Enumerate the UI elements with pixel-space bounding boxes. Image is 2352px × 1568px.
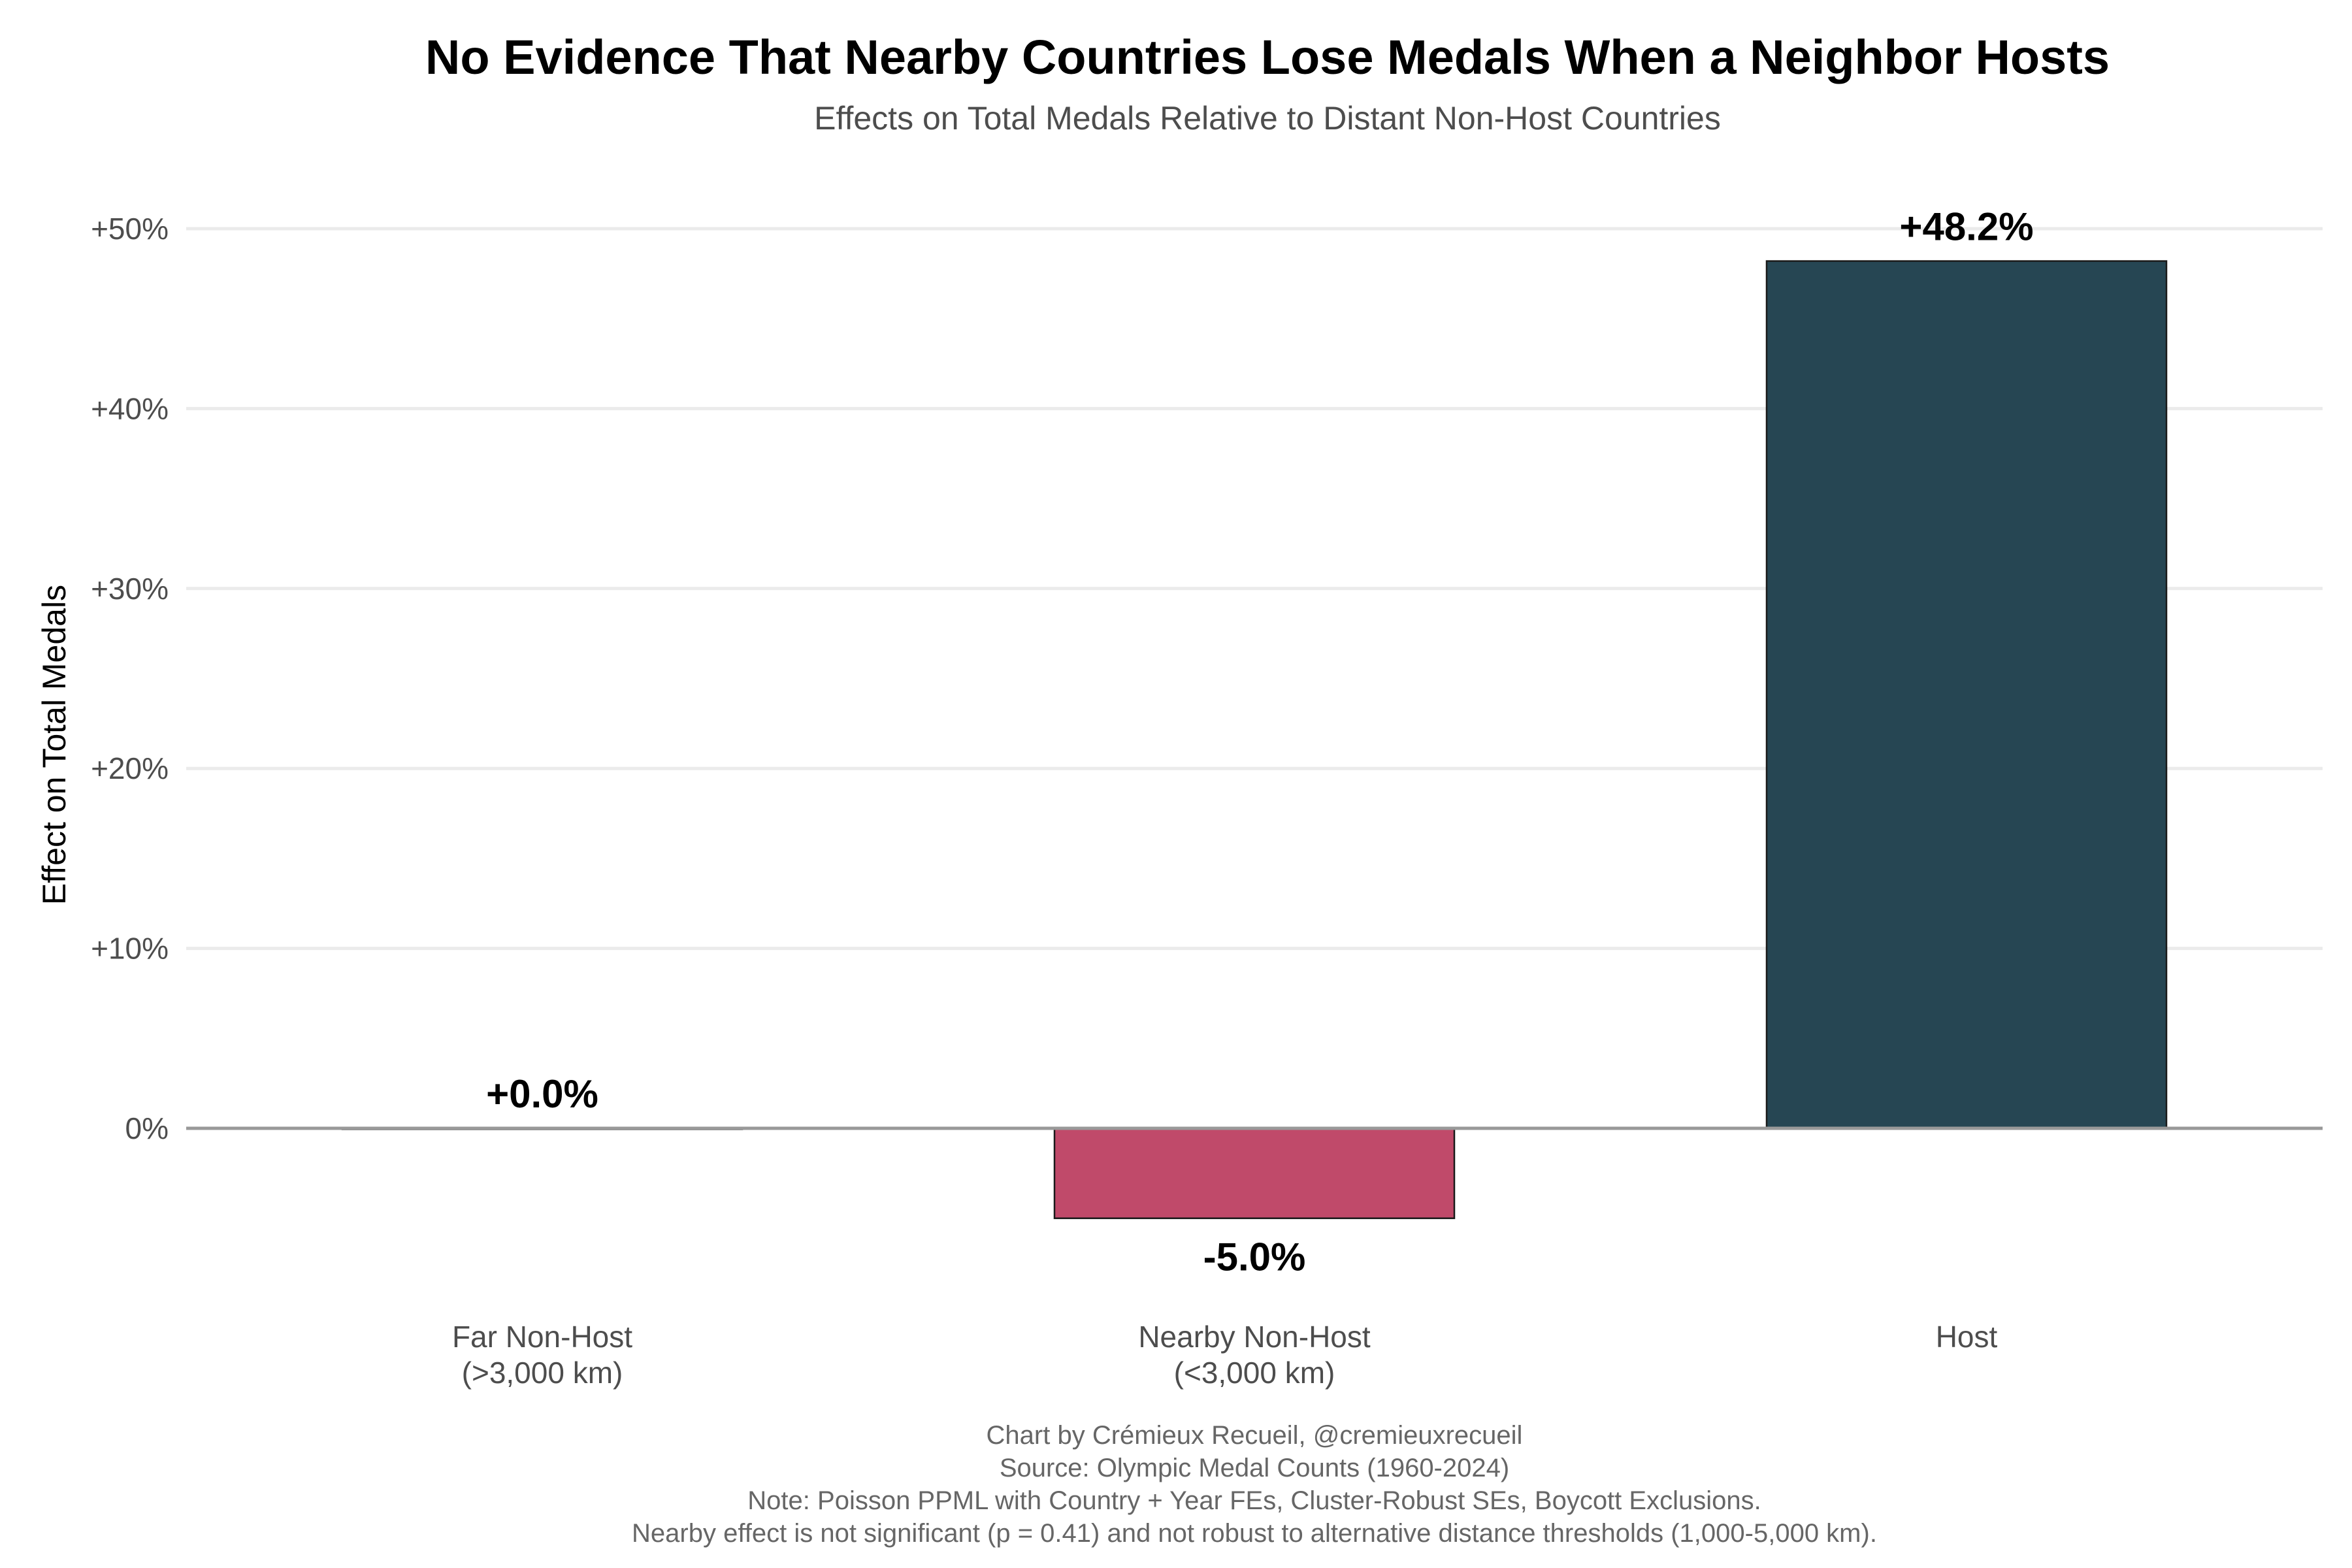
caption-line: Source: Olympic Medal Counts (1960-2024) (1000, 1454, 1509, 1482)
y-tick-label: +40% (91, 391, 169, 425)
y-tick-label: +50% (91, 212, 169, 246)
caption-line: Nearby effect is not significant (p = 0.… (632, 1519, 1877, 1548)
y-tick-label: 0% (125, 1111, 169, 1145)
value-label: +0.0% (486, 1072, 598, 1116)
y-tick-label: +20% (91, 751, 169, 785)
x-tick-label: Far Non-Host (452, 1320, 632, 1354)
value-labels: +0.0% -5.0% +48.2% (486, 205, 2033, 1279)
value-label: +48.2% (1899, 205, 2033, 249)
bar-1 (1053, 1127, 1456, 1219)
chart-subtitle: Effects on Total Medals Relative to Dist… (814, 100, 1721, 137)
bars (341, 260, 2168, 1219)
chart-caption: Chart by Crémieux Recueil, @cremieuxrecu… (632, 1421, 1877, 1548)
x-tick-label: Nearby Non-Host (1138, 1320, 1371, 1354)
y-tick-label: +30% (91, 572, 169, 606)
y-axis-title: Effect on Total Medals (36, 585, 73, 905)
bar-2 (1765, 260, 2168, 1130)
chart-title: No Evidence That Nearby Countries Lose M… (425, 30, 2110, 84)
x-tick-label: (>3,000 km) (462, 1356, 623, 1390)
caption-line: Note: Poisson PPML with Country + Year F… (747, 1486, 1761, 1515)
value-label: -5.0% (1203, 1235, 1306, 1279)
y-axis-ticks: 0% +10% +20% +30% +40% +50% (91, 212, 169, 1145)
x-axis-category-labels: Far Non-Host(>3,000 km) Nearby Non-Host(<… (452, 1320, 1998, 1390)
x-tick-label: (<3,000 km) (1174, 1356, 1335, 1390)
x-tick-label: Host (1936, 1320, 1998, 1354)
caption-line: Chart by Crémieux Recueil, @cremieuxrecu… (987, 1421, 1523, 1450)
y-tick-label: +10% (91, 932, 169, 966)
